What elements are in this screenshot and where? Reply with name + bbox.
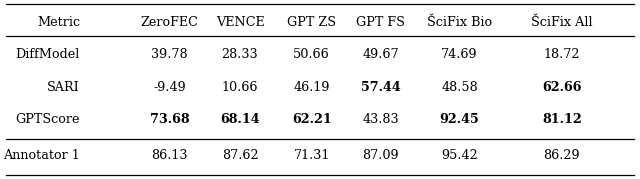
- Text: 50.66: 50.66: [293, 49, 330, 61]
- Text: Metric: Metric: [37, 16, 80, 29]
- Text: GPT FS: GPT FS: [356, 16, 405, 29]
- Text: 87.09: 87.09: [362, 149, 399, 162]
- Text: 46.19: 46.19: [293, 81, 330, 94]
- Text: 74.69: 74.69: [441, 49, 478, 61]
- Text: 73.68: 73.68: [150, 113, 189, 126]
- Text: 48.58: 48.58: [441, 81, 478, 94]
- Text: 86.29: 86.29: [543, 149, 580, 162]
- Text: SARI: SARI: [47, 81, 80, 94]
- Text: 95.42: 95.42: [441, 149, 478, 162]
- Text: 81.12: 81.12: [542, 113, 582, 126]
- Text: VENCE: VENCE: [216, 16, 264, 29]
- Text: -9.49: -9.49: [153, 81, 186, 94]
- Text: 68.14: 68.14: [220, 113, 260, 126]
- Text: DiffModel: DiffModel: [15, 49, 80, 61]
- Text: 92.45: 92.45: [440, 113, 479, 126]
- Text: ZeroFEC: ZeroFEC: [141, 16, 198, 29]
- Text: 57.44: 57.44: [361, 81, 401, 94]
- Text: ŠciFix All: ŠciFix All: [531, 16, 593, 29]
- Text: 87.62: 87.62: [221, 149, 259, 162]
- Text: 39.78: 39.78: [151, 49, 188, 61]
- Text: 62.66: 62.66: [542, 81, 582, 94]
- Text: 28.33: 28.33: [221, 49, 259, 61]
- Text: Annotator 1: Annotator 1: [3, 149, 80, 162]
- Text: 43.83: 43.83: [362, 113, 399, 126]
- Text: 18.72: 18.72: [543, 49, 580, 61]
- Text: 86.13: 86.13: [151, 149, 188, 162]
- Text: 62.21: 62.21: [292, 113, 332, 126]
- Text: ŠciFix Bio: ŠciFix Bio: [427, 16, 492, 29]
- Text: 49.67: 49.67: [362, 49, 399, 61]
- Text: GPTScore: GPTScore: [15, 113, 80, 126]
- Text: 71.31: 71.31: [294, 149, 330, 162]
- Text: GPT ZS: GPT ZS: [287, 16, 336, 29]
- Text: 10.66: 10.66: [221, 81, 259, 94]
